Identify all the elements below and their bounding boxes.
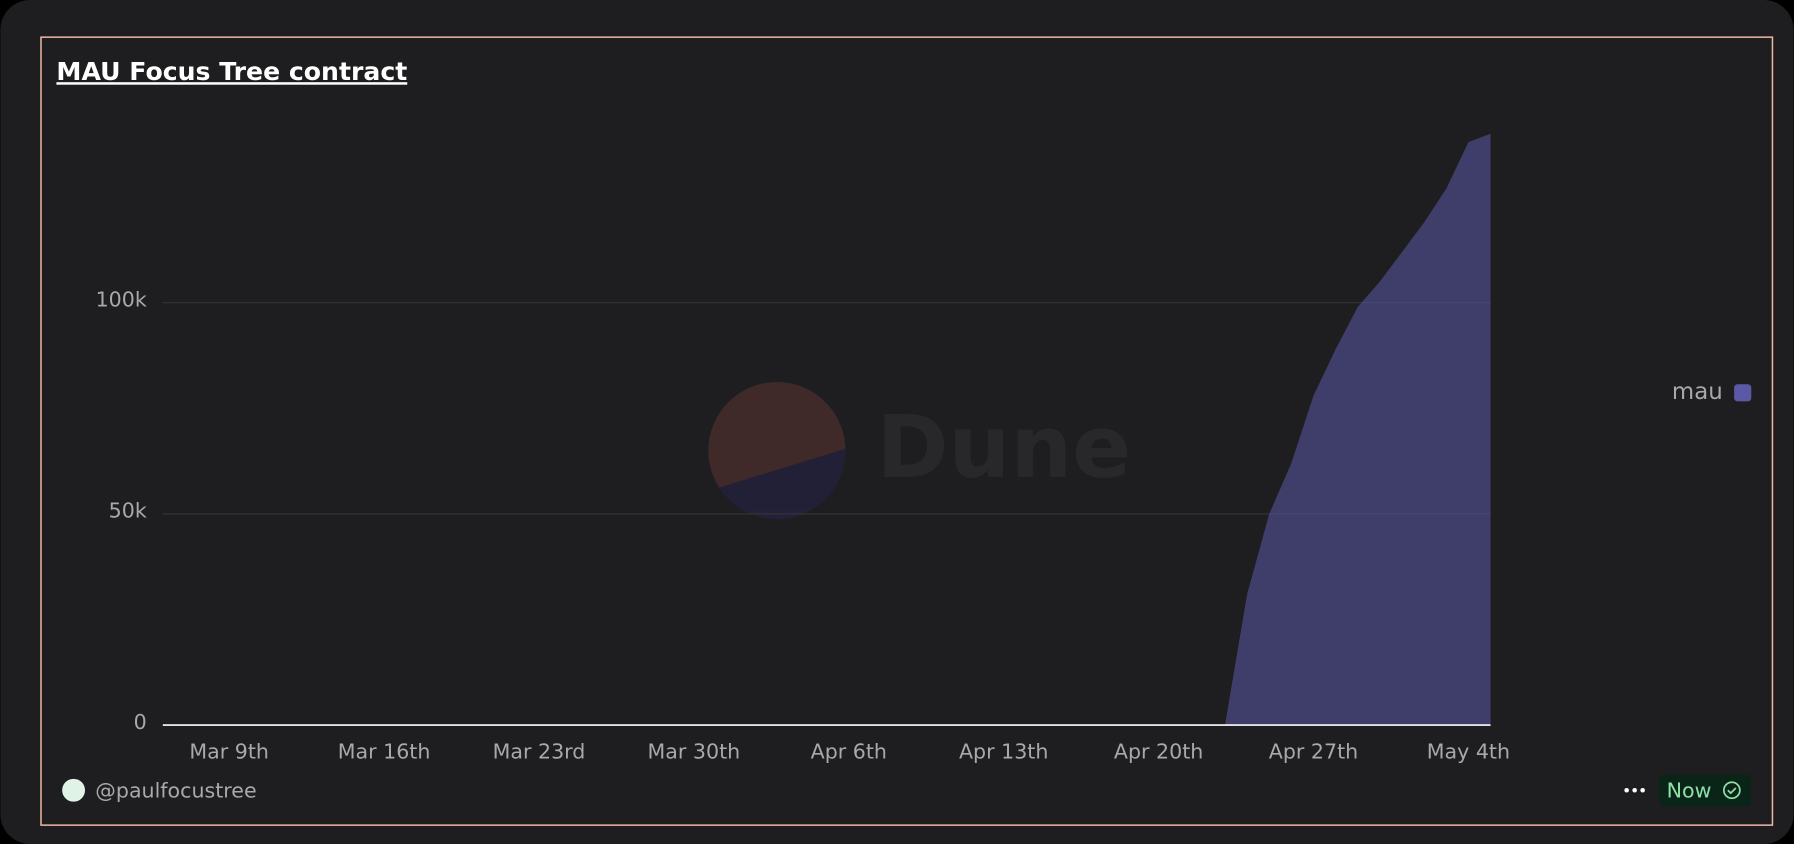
y-tick-label: 100k xyxy=(96,287,147,311)
dot xyxy=(1640,787,1645,793)
author-name[interactable]: @paulfocustree xyxy=(95,778,256,802)
watermark-logo-top xyxy=(708,381,846,495)
y-tick-label: 50k xyxy=(109,499,147,523)
x-tick-label: Mar 16th xyxy=(338,740,431,764)
x-tick-label: Mar 30th xyxy=(648,740,741,764)
watermark: Dune xyxy=(708,381,1131,520)
dot xyxy=(1632,787,1637,793)
legend-label: mau xyxy=(1672,379,1723,405)
x-tick-label: Apr 6th xyxy=(811,740,887,764)
x-tick-label: Apr 27th xyxy=(1269,740,1358,764)
x-tick-label: Apr 20th xyxy=(1114,740,1203,764)
plot: 0 50k 100k Mar 9th Mar 16th Mar 23rd Mar 30th A… xyxy=(96,133,1752,764)
legend-swatch xyxy=(1734,384,1752,402)
card-border xyxy=(40,36,1774,826)
badge-icon xyxy=(1722,781,1741,800)
y-tick-label: 0 xyxy=(134,710,147,734)
badge-text: Now xyxy=(1667,778,1712,802)
x-tick-label: Mar 9th xyxy=(189,740,269,764)
more-button[interactable] xyxy=(1624,787,1645,793)
badge-check xyxy=(1727,787,1737,795)
x-tick-label: May 4th xyxy=(1427,740,1510,764)
x-tick-label: Apr 13th xyxy=(959,740,1048,764)
area xyxy=(1224,133,1491,726)
chart-title[interactable]: MAU Focus Tree contract xyxy=(56,57,407,86)
watermark-text: Dune xyxy=(876,397,1131,498)
author-avatar xyxy=(62,778,86,802)
dot xyxy=(1624,787,1629,793)
x-tick-label: Mar 23rd xyxy=(493,740,586,764)
